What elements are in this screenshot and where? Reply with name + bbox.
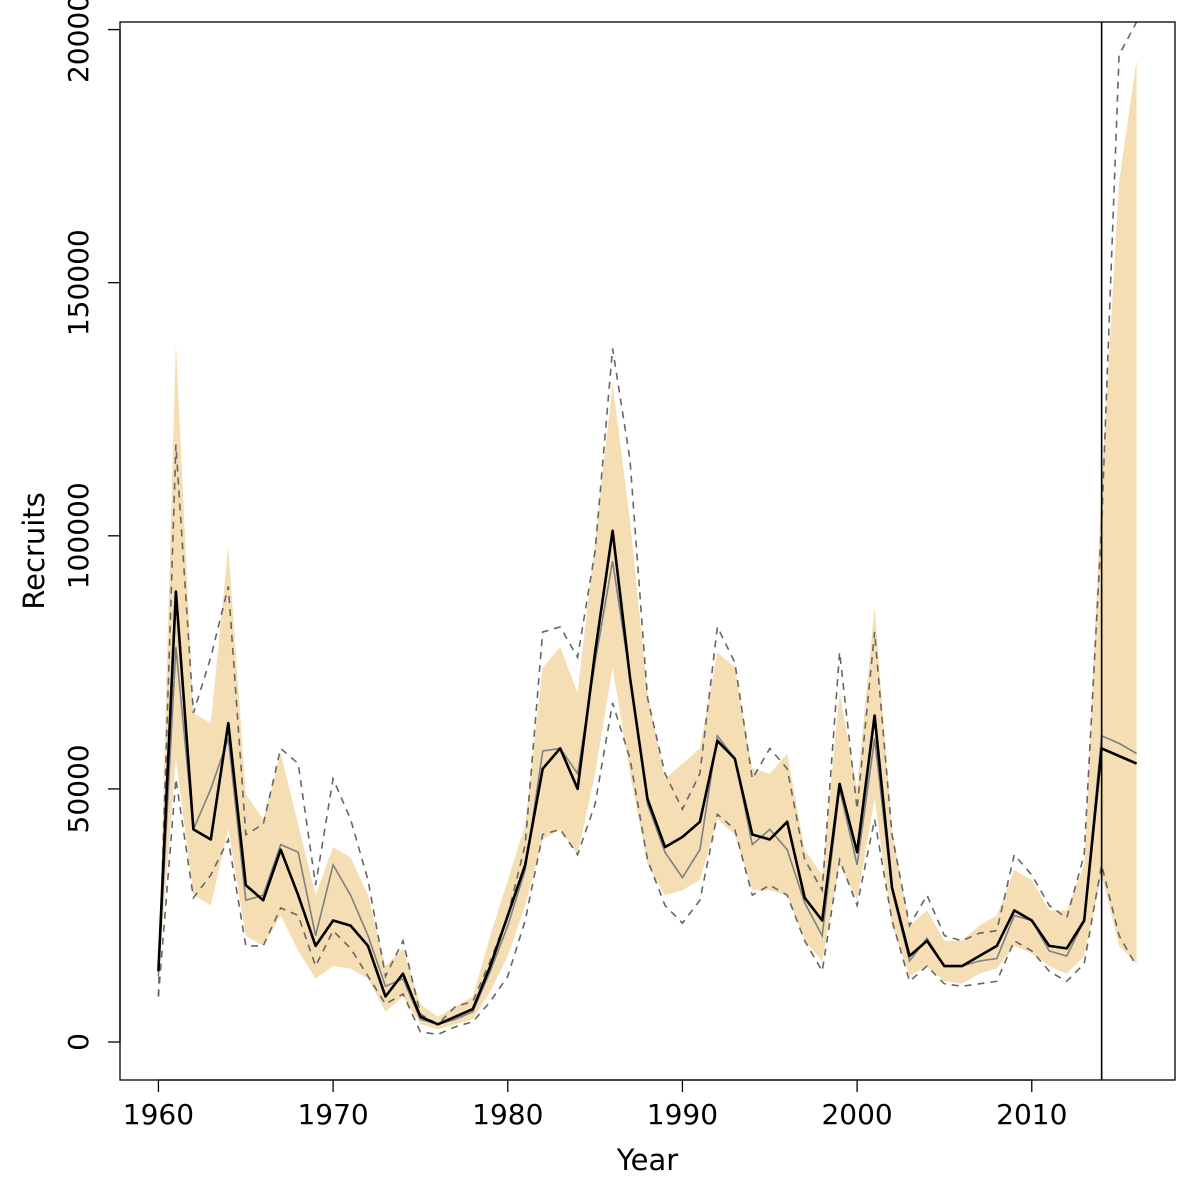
x-tick-label: 1960 bbox=[123, 1098, 194, 1131]
y-tick-label: 150000 bbox=[62, 229, 95, 336]
main-series-line bbox=[157, 529, 1138, 1026]
secondary-series-line bbox=[157, 560, 1137, 1026]
series-lines-layer bbox=[157, 529, 1138, 1026]
y-axis: 0 50000 100000 150000 200000 bbox=[62, 0, 121, 1051]
y-axis-title: Recruits bbox=[17, 492, 51, 609]
x-tick-label: 1990 bbox=[647, 1098, 718, 1131]
y-tick-label: 100000 bbox=[62, 482, 95, 589]
x-tick-label: 1980 bbox=[472, 1098, 543, 1131]
x-tick-label: 1970 bbox=[297, 1098, 368, 1131]
x-tick-label: 2010 bbox=[996, 1098, 1067, 1131]
x-axis-title: Year bbox=[616, 1143, 678, 1177]
y-tick-label: 0 bbox=[62, 1033, 95, 1051]
x-axis: 1960 1970 1980 1990 2000 2010 bbox=[123, 1079, 1067, 1131]
x-tick-label: 2000 bbox=[821, 1098, 892, 1131]
y-tick-label: 200000 bbox=[62, 0, 95, 83]
dashed-upper-line bbox=[157, 22, 1138, 1026]
dashed-lines-layer bbox=[157, 22, 1138, 1036]
y-tick-label: 50000 bbox=[62, 744, 95, 833]
